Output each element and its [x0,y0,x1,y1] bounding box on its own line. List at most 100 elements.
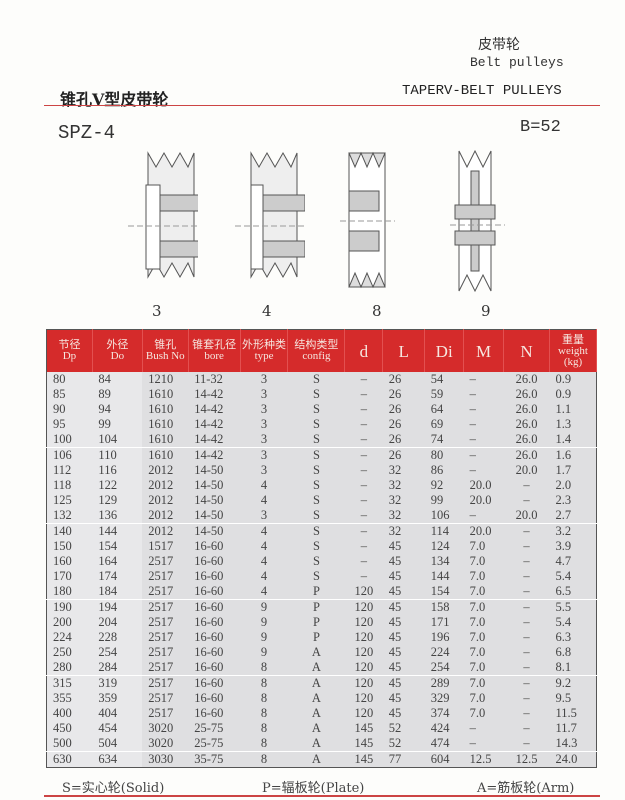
table-cell: 120 [344,645,383,660]
legend-arm: A=筋板轮(Arm) [477,781,575,796]
legend-plate: P=辐板轮(Plate) [262,781,365,796]
table-row: 85 89 1610 14-42 3 S –26 59–26.0 0.9 [46,387,597,402]
column-header: 外形种类 type [240,329,289,372]
table-cell: 100 [46,432,93,448]
table-cell: 2012 [142,493,189,508]
table-cell: 32 [382,493,425,508]
table-cell: 8 [240,736,288,752]
column-header-en: bore [204,350,224,362]
table-cell: 184 [92,584,143,600]
column-header: 锥孔 Bush No [142,329,189,372]
table-cell: 1.4 [549,432,597,448]
table-cell: 3 [240,402,288,417]
column-header-en: Bush No [145,350,185,362]
table-cell: – [503,630,550,645]
title-en: Belt pulleys [470,55,564,70]
table-cell: 120 [344,660,383,676]
table-header-row: 节径 Dp 外径 Do 锥孔 Bush No 锥套孔径 bore 外形种类 type 结构类型 con… [46,329,598,372]
table-cell: 84 [92,372,143,387]
pulley-drawing-type-4 [235,151,305,279]
table-cell: 45 [382,569,425,584]
table-cell: 1610 [142,447,189,463]
table-row: 80 84 1210 11-32 3 S –26 54–26.0 0.9 [46,372,597,387]
figure-label: 8 [372,302,382,320]
table-cell: 4 [240,493,288,508]
table-cell: 94 [92,402,143,417]
table-cell: 0.9 [549,387,597,402]
table-cell: – [503,493,550,508]
table-cell: 630 [46,751,93,768]
table-cell: 158 [424,599,464,615]
table-cell: 52 [382,721,425,736]
divider [44,105,600,106]
table-cell: 14-50 [188,508,241,524]
table-cell: 3 [240,432,288,448]
divider [44,795,600,797]
table-cell: 120 [344,630,383,645]
table-cell: 120 [344,599,383,615]
table-cell: 254 [92,645,143,660]
table-cell: 196 [424,630,464,645]
table-cell: 329 [424,691,464,706]
table-cell: 2517 [142,554,189,569]
table-cell: 26 [382,447,425,463]
column-header: L [382,329,426,372]
table-cell: 118 [46,478,93,493]
table-cell: 11-32 [188,372,241,387]
table-cell: 150 [46,539,93,554]
table-cell: 16-60 [188,569,241,584]
table-row: 315 319 2517 16-60 8 A 120 45 289 7.0–9.2 [46,675,597,691]
table-cell: 3.2 [549,523,597,539]
table-row: 160 164 2517 16-60 4 S –45 134 7.0–4.7 [46,554,597,569]
table-cell: 124 [424,539,464,554]
table-cell: 12.5 [503,751,550,768]
table-cell: 24.0 [549,751,597,768]
table-row: 250 254 2517 16-60 9 A 120 45 224 7.0–6.8 [46,645,597,660]
table-cell: 450 [46,721,93,736]
table-cell: 45 [382,615,425,630]
table-cell: 634 [92,751,143,768]
table-cell: 319 [92,675,143,691]
table-cell: 2517 [142,584,189,600]
table-cell: 250 [46,645,93,660]
table-cell: 35-75 [188,751,241,768]
column-header: d [344,329,384,372]
b-value: B=52 [520,118,561,137]
table-cell: 154 [92,539,143,554]
table-cell: 99 [92,417,143,432]
table-cell: – [503,478,550,493]
table-cell: 359 [92,691,143,706]
table-cell: 14-42 [188,432,241,448]
table-cell: 25-75 [188,721,241,736]
table-row: 100 104 1610 14-42 3 S –26 74–26.0 1.4 [46,432,597,448]
table-cell: – [344,402,383,417]
table-cell: – [503,721,550,736]
table-cell: 120 [344,675,383,691]
table-cell: 8 [240,721,288,736]
table-cell: 45 [382,691,425,706]
table-cell: 1610 [142,417,189,432]
table-row: 150 154 1517 16-60 4 S –45 124 7.0–3.9 [46,539,597,554]
table-cell: 8.1 [549,660,597,676]
table-cell: 4 [240,554,288,569]
table-cell: 120 [344,706,383,721]
table-cell: A [287,645,345,660]
pulley-drawing-type-8 [340,151,395,289]
pulley-drawing-type-9 [450,149,505,293]
column-header: 锥套孔径 bore [188,329,241,372]
table-cell: 3030 [142,751,189,768]
table-cell: 114 [424,523,464,539]
column-header-en: N [520,341,533,361]
title-cn: 皮带轮 [478,37,520,53]
table-cell: 120 [344,691,383,706]
table-cell: 77 [382,751,425,768]
table-cell: 26.0 [503,417,550,432]
table-cell: 7.0 [463,615,504,630]
table-cell: 16-60 [188,675,241,691]
table-cell: 3.9 [549,539,597,554]
table-cell: 3020 [142,721,189,736]
table-cell: 16-60 [188,691,241,706]
table-cell: 106 [46,447,93,463]
table-cell: 2.0 [549,478,597,493]
table-cell: 2012 [142,478,189,493]
